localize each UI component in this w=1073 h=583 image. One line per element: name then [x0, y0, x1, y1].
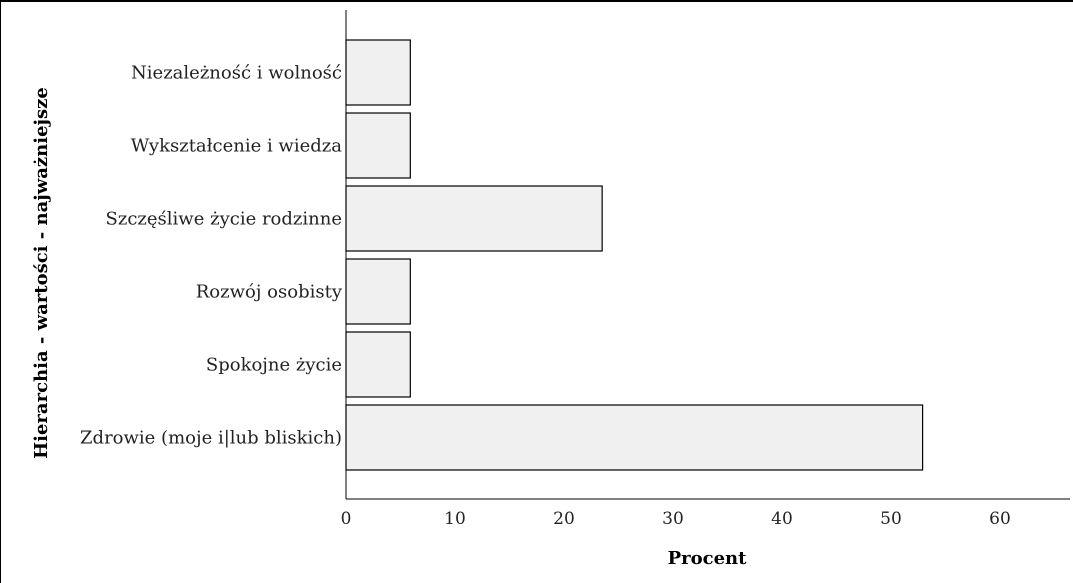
bar [345, 39, 411, 106]
bar [345, 112, 411, 179]
bar [345, 404, 924, 471]
bar [345, 331, 411, 398]
category-label: Spokojne życie [206, 355, 342, 376]
x-tick-label: 0 [341, 509, 352, 529]
x-tick-label: 20 [553, 509, 575, 529]
bar [345, 185, 603, 252]
category-label: Wykształcenie i wiedza [131, 136, 342, 157]
bar [345, 258, 411, 325]
bars-group [345, 39, 924, 471]
x-ticks-group: 0 10 20 30 40 50 60 [341, 509, 1011, 529]
x-tick-label: 60 [989, 509, 1011, 529]
category-labels-group: Niezależność i wolność Wykształcenie i wi… [80, 63, 343, 449]
x-tick-label: 10 [444, 509, 466, 529]
category-label: Szczęśliwe życie rodzinne [106, 209, 342, 230]
y-axis-title: Hierarchia - wartości - najważniejsze [31, 87, 52, 459]
category-label: Niezależność i wolność [131, 63, 342, 84]
x-tick-label: 50 [880, 509, 902, 529]
x-tick-label: 40 [771, 509, 793, 529]
category-label: Zdrowie (moje i|lub bliskich) [80, 428, 342, 449]
category-label: Rozwój osobisty [196, 282, 343, 303]
x-axis-title: Procent [668, 548, 748, 569]
x-tick-label: 30 [662, 509, 684, 529]
